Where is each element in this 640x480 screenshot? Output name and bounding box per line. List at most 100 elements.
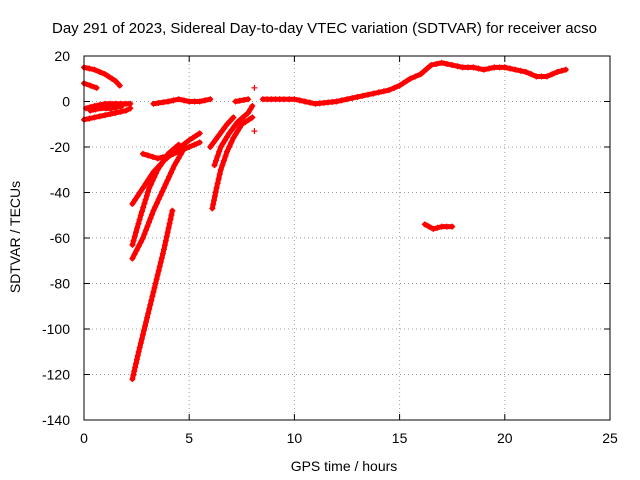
data-point (161, 242, 168, 249)
data-point (412, 73, 419, 80)
data-point (214, 180, 221, 187)
data-point (150, 289, 157, 296)
data-point (226, 130, 233, 137)
data-point (147, 215, 154, 222)
data-point (147, 173, 154, 180)
y-tick-label: -60 (50, 230, 70, 246)
data-point (296, 97, 303, 104)
data-point (211, 162, 218, 169)
data-point (349, 95, 356, 102)
data-point (137, 340, 144, 347)
data-point (162, 181, 169, 188)
data-point (449, 223, 456, 230)
data-point (224, 148, 231, 155)
data-point (170, 97, 177, 104)
data-point (421, 221, 428, 228)
data-point (220, 157, 227, 164)
data-point (210, 140, 217, 147)
data-point (186, 137, 193, 144)
data-point (224, 121, 231, 128)
data-point (209, 205, 216, 212)
data-point (130, 237, 137, 244)
y-axis-label: SDTVAR / TECUs (7, 181, 23, 293)
data-point (160, 184, 167, 191)
data-point (132, 364, 139, 371)
data-point (108, 105, 115, 112)
data-point (215, 175, 222, 182)
data-point (386, 87, 393, 94)
data-point (138, 335, 145, 342)
data-point (132, 360, 139, 367)
data-point (238, 121, 245, 128)
data-point (93, 84, 100, 91)
data-point (142, 227, 149, 234)
data-point (175, 96, 182, 103)
data-point (249, 114, 256, 121)
data-point (449, 62, 456, 69)
data-point (123, 107, 130, 114)
data-point (140, 327, 147, 334)
data-point (438, 59, 445, 66)
data-point (245, 109, 252, 116)
data-points (81, 59, 569, 383)
data-point (370, 90, 377, 97)
data-point (428, 62, 435, 69)
data-point (249, 103, 256, 110)
data-point (226, 144, 233, 150)
data-point (219, 140, 226, 147)
y-tick-label: -100 (42, 321, 70, 337)
data-point (562, 66, 569, 73)
data-point (219, 162, 226, 169)
data-point (475, 65, 482, 72)
data-point (230, 134, 237, 141)
data-point (338, 97, 345, 104)
data-point (91, 66, 98, 73)
data-point (211, 197, 218, 204)
data-point (102, 112, 109, 119)
data-point (391, 84, 398, 91)
y-tick-label: 20 (54, 48, 70, 64)
data-point (131, 251, 138, 258)
data-point (141, 231, 148, 238)
data-point (251, 84, 258, 91)
y-tick-label: -80 (50, 276, 70, 292)
data-point (105, 73, 112, 80)
data-point (134, 192, 141, 199)
y-tick-label: -40 (50, 185, 70, 201)
data-point (160, 99, 167, 106)
data-point (168, 211, 175, 218)
data-point (107, 111, 114, 118)
data-point (159, 188, 166, 195)
data-point (160, 246, 167, 253)
data-point (153, 165, 160, 172)
data-point (407, 75, 414, 82)
data-point (191, 141, 198, 148)
data-point (130, 372, 137, 379)
data-point (91, 114, 98, 121)
data-point (234, 118, 241, 125)
data-point (167, 216, 174, 223)
data-point (136, 344, 143, 351)
data-point (201, 97, 208, 104)
data-point (217, 144, 224, 150)
data-point (191, 98, 198, 105)
data-point (491, 64, 498, 71)
data-point (212, 189, 219, 196)
data-point (218, 128, 225, 135)
data-point (507, 65, 514, 72)
data-point (139, 150, 146, 157)
data-point (238, 115, 245, 122)
data-point (107, 100, 114, 107)
data-point (87, 107, 94, 114)
data-point (146, 306, 153, 313)
data-point (145, 219, 152, 226)
data-point (426, 223, 433, 230)
data-point (196, 130, 203, 137)
data-point (241, 112, 248, 119)
data-point (137, 239, 144, 246)
data-point (97, 105, 104, 112)
data-point (133, 247, 140, 254)
y-tick-label: -120 (42, 367, 70, 383)
data-point (480, 66, 487, 73)
x-tick-label: 25 (602, 430, 618, 446)
